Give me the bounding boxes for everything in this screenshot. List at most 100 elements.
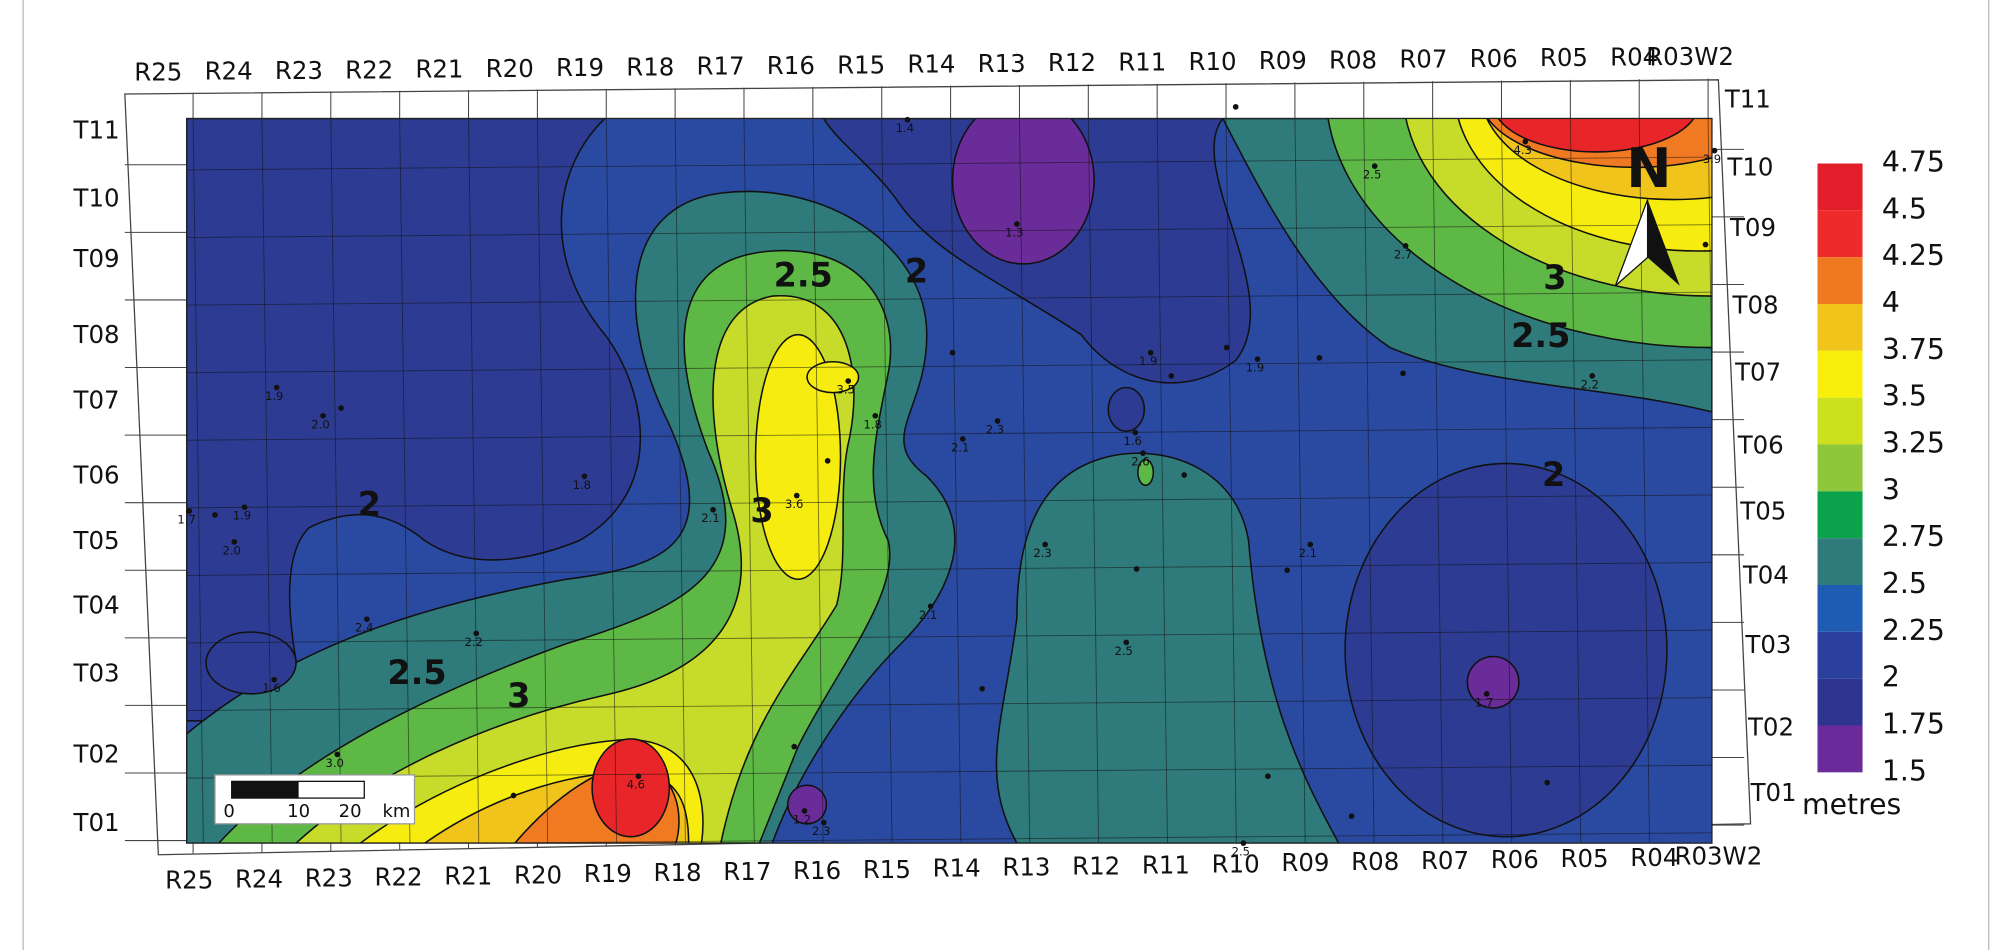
sample-point xyxy=(1147,349,1154,356)
township-label: T01 xyxy=(73,808,120,837)
range-label: R17 xyxy=(697,52,745,81)
sample-point xyxy=(1589,373,1596,379)
sample-point xyxy=(1042,541,1049,548)
north-arrow: N xyxy=(1614,137,1680,287)
range-label: R22 xyxy=(345,55,393,84)
range-label: R18 xyxy=(654,858,702,887)
point-label: 2.1 xyxy=(951,440,969,454)
point-label: 2.5 xyxy=(1114,644,1132,658)
contour-label: 2 xyxy=(358,484,381,523)
sample-point xyxy=(1711,147,1718,154)
township-label: T03 xyxy=(1744,630,1791,659)
range-label: R13 xyxy=(1002,853,1050,882)
sample-point xyxy=(334,751,341,758)
range-label: R20 xyxy=(514,860,562,889)
contour-label: 3 xyxy=(507,676,530,715)
legend-label: 4.75 xyxy=(1882,146,1945,179)
legend-swatch xyxy=(1817,631,1863,679)
point-label: 2.2 xyxy=(464,635,482,649)
labels: R25 R24 R23 R22 R21 R20 R19 R18 R17 R16 R15 R14 R13 R… xyxy=(73,42,1945,895)
point-label: 2.7 xyxy=(1394,247,1412,261)
township-label: T05 xyxy=(1739,496,1786,525)
township-label: T03 xyxy=(73,659,120,688)
point-label: 1.9 xyxy=(233,509,251,523)
legend-label: 1.75 xyxy=(1882,708,1945,741)
sample-point xyxy=(1168,373,1175,379)
range-label: R11 xyxy=(1118,47,1166,76)
scale-label: 10 xyxy=(287,801,310,822)
range-label: R07 xyxy=(1399,45,1447,74)
point-label: 1.6 xyxy=(262,681,280,695)
sample-point xyxy=(872,412,879,419)
grid-line xyxy=(1087,118,1100,844)
range-label: R21 xyxy=(444,861,492,890)
grid-line xyxy=(468,118,480,844)
point-label: 4.3 xyxy=(1514,143,1532,157)
point-label: 2.1 xyxy=(701,511,719,525)
township-label: T10 xyxy=(73,184,120,213)
sample-point xyxy=(904,116,911,123)
legend-label: 3.25 xyxy=(1882,427,1945,460)
township-label: T01 xyxy=(1750,778,1797,807)
legend-swatch xyxy=(1817,397,1863,445)
sample-point xyxy=(364,616,370,622)
grid-line xyxy=(1501,118,1513,844)
contour-label: 2 xyxy=(905,251,928,290)
township-label: T11 xyxy=(73,115,120,144)
sample-point xyxy=(510,792,517,799)
range-label: R16 xyxy=(793,856,841,885)
sample-point xyxy=(979,685,985,692)
scale-label: km xyxy=(382,801,410,822)
range-label: R19 xyxy=(584,859,632,888)
scale-label: 20 xyxy=(339,801,362,822)
legend-swatch xyxy=(1817,304,1863,351)
legend-swatch xyxy=(1817,257,1863,305)
legend-swatch xyxy=(1817,163,1863,211)
point-label: 1.4 xyxy=(896,121,914,135)
legend-swatch xyxy=(1817,350,1863,398)
range-label: R10 xyxy=(1212,849,1260,878)
point-label: 2.3 xyxy=(812,824,830,838)
range-label: R22 xyxy=(374,862,422,891)
grid-line xyxy=(1018,118,1031,844)
range-label: R06 xyxy=(1470,44,1518,73)
point-label: 1.9 xyxy=(265,389,283,403)
range-label: R09 xyxy=(1281,848,1329,877)
legend-label: 2.75 xyxy=(1882,520,1945,553)
sample-point xyxy=(1371,163,1378,169)
legend-swatch xyxy=(1817,678,1863,726)
range-label: R07 xyxy=(1421,846,1469,875)
range-label: R08 xyxy=(1351,847,1399,876)
point-label: 2.0 xyxy=(222,543,240,557)
point-label: 3.5 xyxy=(836,383,854,397)
grid-line xyxy=(1294,118,1306,844)
sample-point xyxy=(1400,370,1406,377)
range-label: R10 xyxy=(1188,47,1236,76)
sample-point xyxy=(793,492,800,499)
sample-point xyxy=(1123,639,1130,646)
township-label: T07 xyxy=(73,386,120,415)
grid-line xyxy=(605,118,618,844)
township-label: T10 xyxy=(1726,153,1773,182)
sample-point xyxy=(1232,104,1239,110)
grid-line xyxy=(192,118,204,844)
contour-label: 2 xyxy=(1542,455,1565,494)
grid-line xyxy=(186,426,1712,441)
contour-fill xyxy=(186,118,1712,844)
point-label: 2.3 xyxy=(1033,546,1051,560)
range-label: R09 xyxy=(1259,46,1307,75)
point-label: 1.9 xyxy=(1246,361,1264,375)
sample-point xyxy=(635,773,642,780)
grid-line xyxy=(186,224,1712,238)
township-label: T08 xyxy=(73,320,120,349)
point-label: 3.6 xyxy=(785,497,803,511)
sample-point xyxy=(959,436,966,442)
township-label: T06 xyxy=(73,460,120,489)
sample-point xyxy=(241,504,248,511)
range-label: R15 xyxy=(863,855,911,884)
range-label: R16 xyxy=(767,51,815,80)
grid-line xyxy=(186,562,1712,576)
grid-line xyxy=(399,118,411,844)
contour-label: 3 xyxy=(1543,258,1566,297)
